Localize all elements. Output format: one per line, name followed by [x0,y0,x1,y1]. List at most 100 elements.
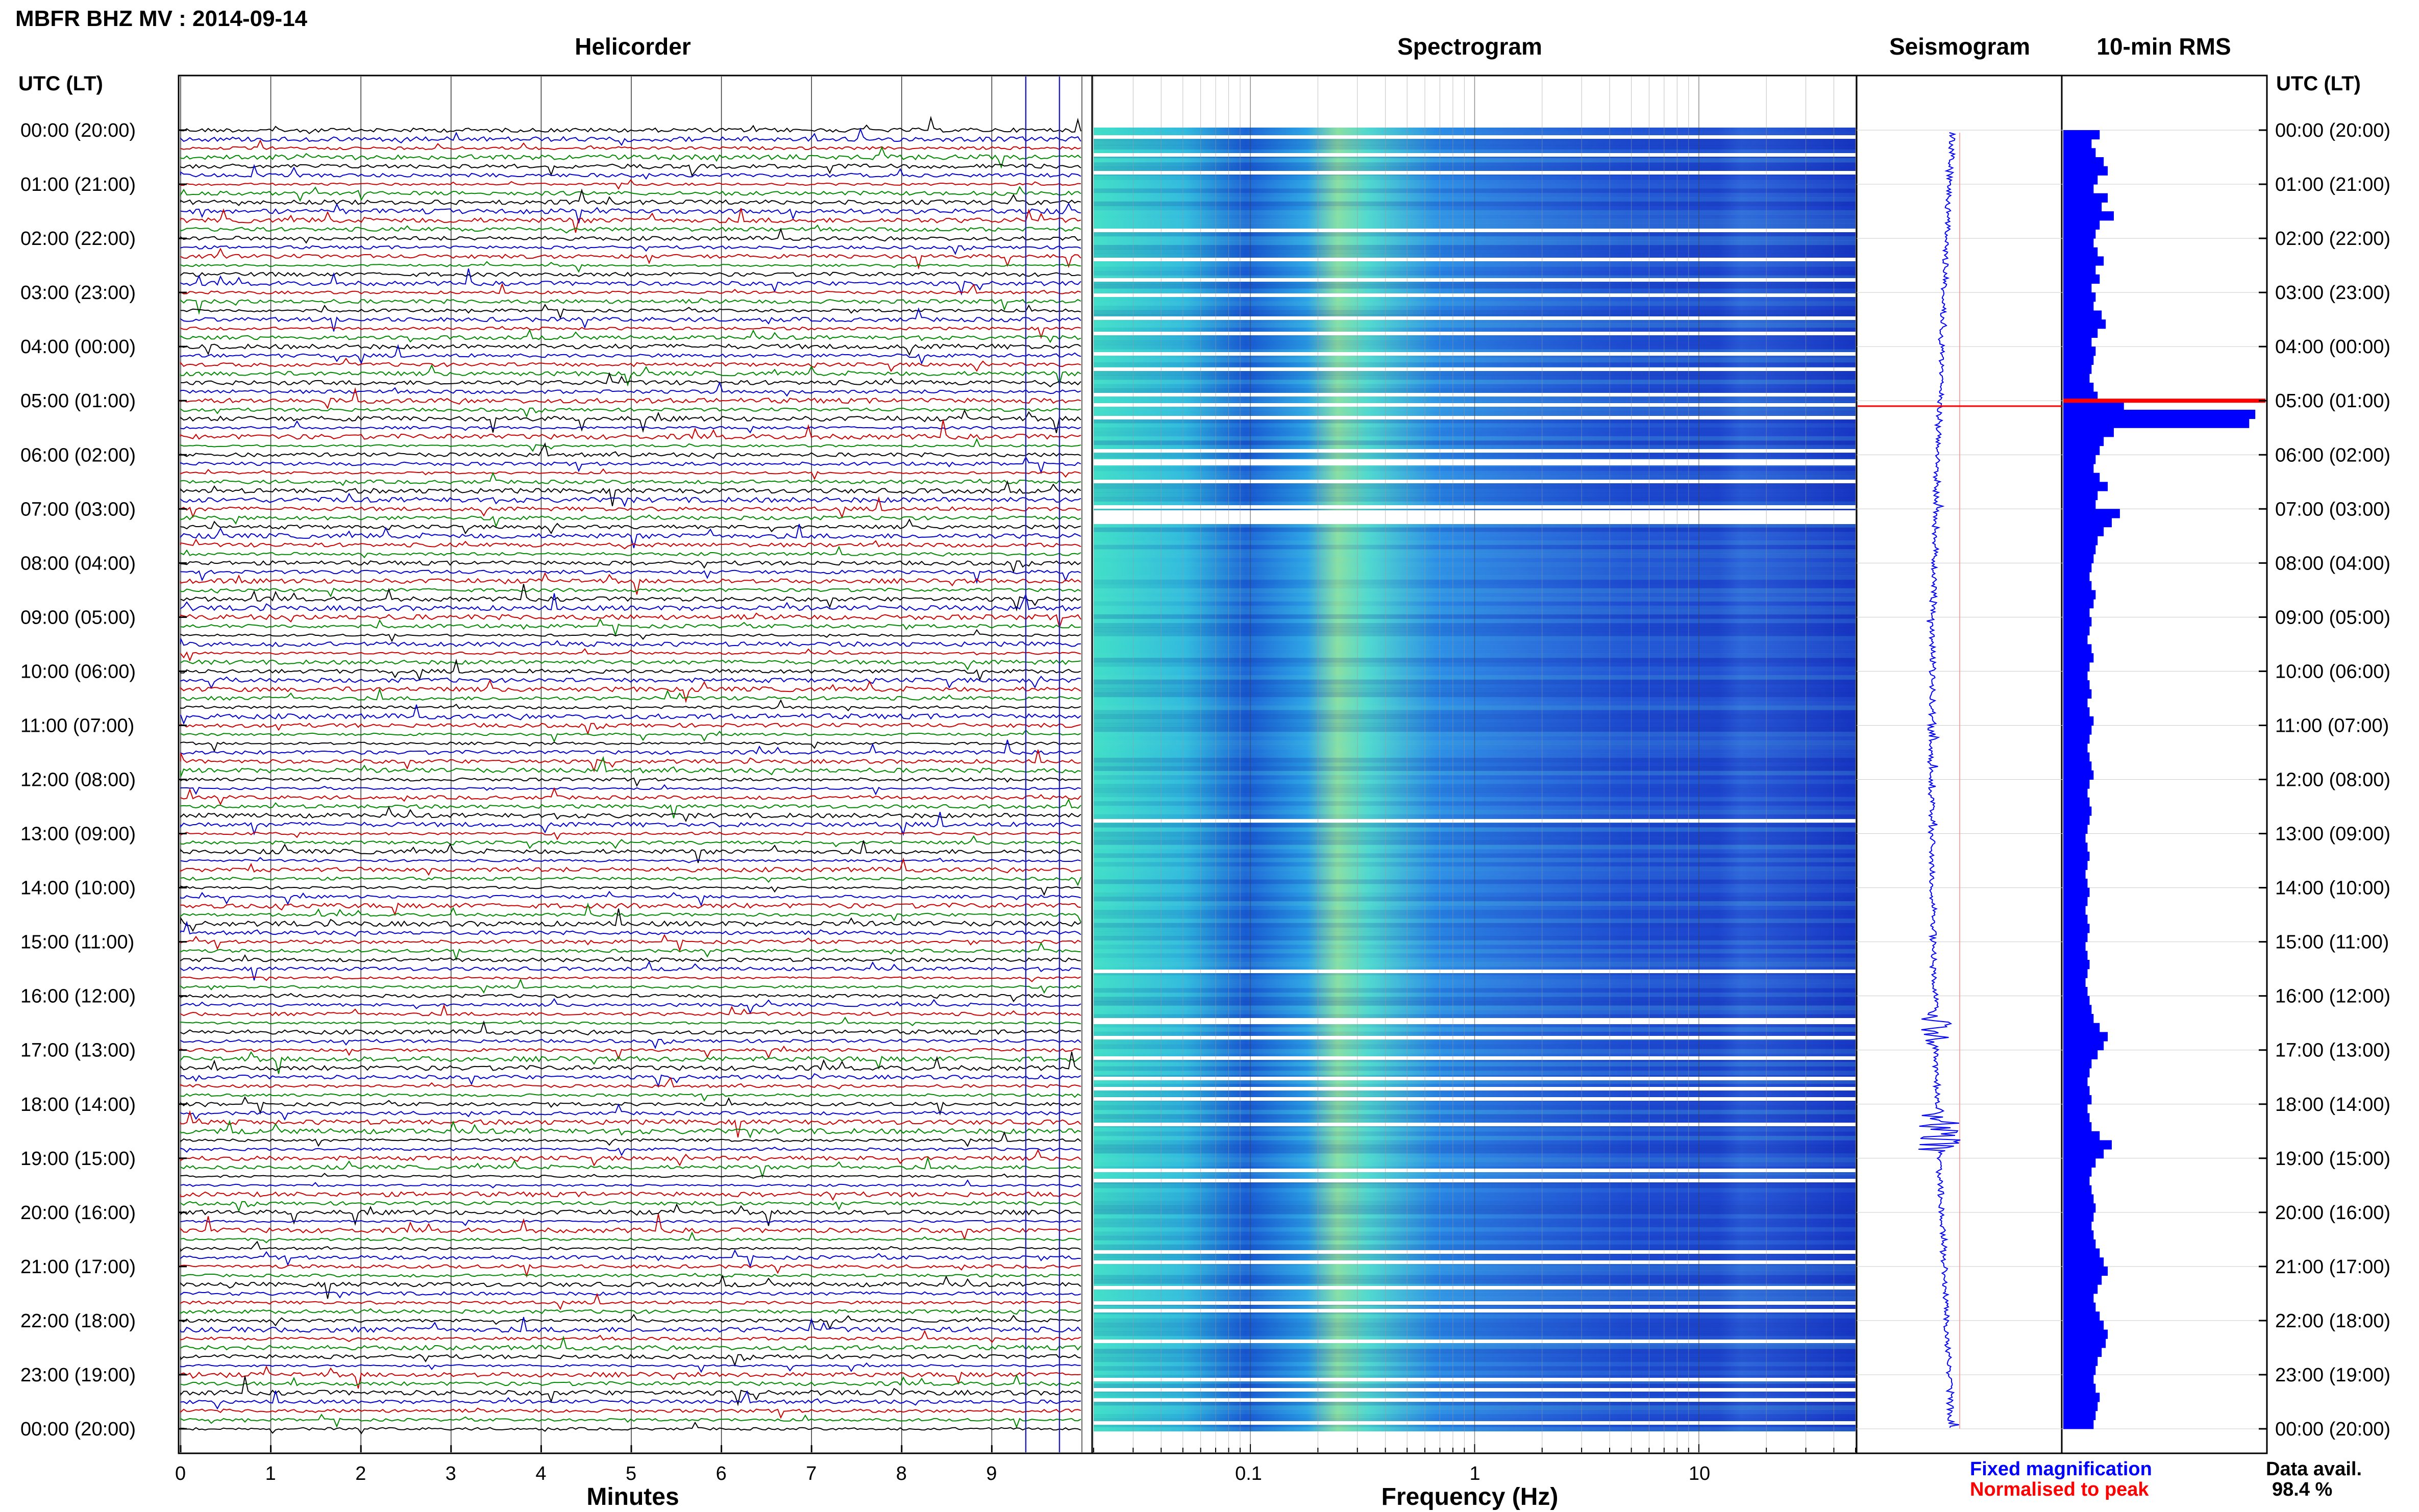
helicorder-trace [180,876,1081,886]
rms-bar [2063,1104,2088,1113]
helicorder-trace [180,699,1081,712]
rms-bar [2063,1149,2104,1159]
rms-bar [2063,463,2094,474]
helicorder-trace [180,618,1081,637]
rms-bar [2063,1059,2092,1069]
hour-label-left: 03:00 (23:00) [20,282,136,304]
helicorder-trace [180,978,1081,994]
rms-bar [2063,842,2088,852]
helicorder-trace [180,202,1081,224]
rms-bar [2063,175,2098,185]
helicorder-trace [180,1291,1081,1299]
rms-bar [2063,960,2090,970]
helicorder-trace [180,227,1081,244]
helicorder-trace [180,704,1081,725]
rms-bar [2063,1302,2096,1312]
spectrogram-x-tick-label: 10 [1689,1463,1710,1484]
helicorder-trace [180,518,1081,535]
rms-bar [2063,1393,2100,1402]
helicorder-trace [180,146,1081,169]
helicorder-trace [180,835,1081,849]
helicorder-trace [180,1376,1081,1406]
helicorder-trace [180,1374,1081,1386]
helicorder-trace [180,115,1081,134]
helicorder-trace [180,188,1081,206]
helicorder-trace [180,902,1081,923]
helicorder-trace [180,343,1081,356]
helicorder-trace [180,1093,1081,1102]
rms-bar [2063,482,2108,491]
rms-bar [2063,770,2094,780]
helicorder-trace [180,857,1081,863]
rms-bar [2063,941,2086,951]
helicorder-trace [180,1273,1081,1278]
hour-label-right: 09:00 (05:00) [2275,607,2390,628]
helicorder-trace [180,524,1081,549]
hour-label-left: 14:00 (10:00) [20,878,136,899]
hour-label-left: 21:00 (17:00) [20,1256,136,1278]
hour-label-left: 12:00 (08:00) [20,770,136,791]
rms-bar [2063,1131,2100,1141]
helicorder-trace [180,271,1081,278]
rms-bar [2063,725,2092,735]
helicorder-trace [180,1103,1081,1121]
helicorder-trace [180,1329,1081,1343]
rms-bar [2063,1194,2094,1204]
helicorder-trace [180,1274,1081,1299]
rms-bar [2063,905,2086,915]
rms-bar [2063,833,2086,843]
helicorder-trace [180,224,1081,234]
rms-bar [2063,148,2096,158]
helicorder-trace [180,496,1081,519]
hour-label-right: 22:00 (18:00) [2275,1310,2390,1332]
helicorder-trace [180,1156,1081,1179]
helicorder-trace [180,840,1081,863]
rms-bar [2063,265,2096,275]
hour-label-right: 04:00 (00:00) [2275,336,2390,358]
rms-bar [2063,1113,2090,1123]
helicorder-trace [180,387,1081,410]
hour-label-right: 01:00 (21:00) [2275,174,2390,195]
seismogram-title: Seismogram [1889,33,2031,60]
helicorder-x-tick-label: 5 [626,1463,636,1484]
hour-label-left: 02:00 (22:00) [20,228,136,250]
helicorder-trace [180,648,1081,662]
spectrogram-xlabel: Frequency (Hz) [1381,1483,1559,1510]
helicorder-trace [180,798,1081,819]
helicorder-trace [180,777,1081,787]
data-availability-value: 98.4 % [2272,1479,2333,1500]
helicorder-trace [180,1147,1081,1156]
rms-bar [2063,409,2256,419]
rms-bar [2063,581,2092,590]
page-title: MBFR BHZ MV : 2014-09-14 [15,6,308,31]
helicorder-trace [180,307,1081,332]
helicorder-trace [180,1414,1081,1429]
rms-bar [2063,626,2090,636]
rms-bar [2063,1086,2090,1096]
rms-bar [2063,1284,2098,1294]
rms-bar [2063,554,2094,563]
hour-label-left: 04:00 (00:00) [20,336,136,358]
rms-bar [2063,824,2088,834]
rms-bar [2063,401,2124,410]
rms-bar [2063,202,2102,212]
hour-label-left: 06:00 (02:00) [20,444,136,466]
helicorder-trace [180,584,1081,612]
helicorder-trace [180,812,1081,836]
rms-bar [2063,1068,2090,1078]
rms-bar [2063,301,2094,311]
helicorder-trace [180,741,1081,753]
helicorder-trace [180,1308,1081,1315]
rms-bar [2063,1005,2092,1014]
helicorder-trace [180,409,1081,433]
rms-bar [2063,238,2094,248]
helicorder-trace [180,1173,1081,1179]
helicorder-trace [180,1421,1081,1434]
rms-bar [2063,247,2098,257]
helicorder-trace [180,1213,1081,1241]
rms-bar [2063,797,2090,807]
helicorder-trace [180,739,1081,755]
rms-bar [2063,1158,2096,1168]
rms-bar [2063,752,2090,762]
